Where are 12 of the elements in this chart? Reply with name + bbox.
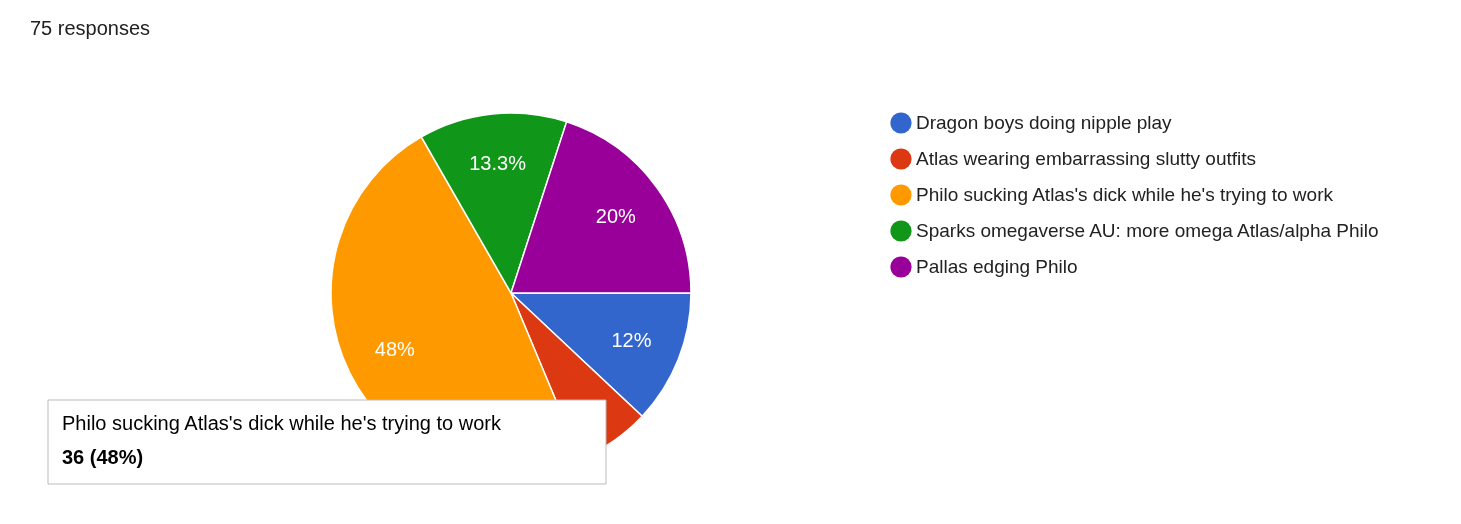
data-label: 13.3% bbox=[469, 152, 527, 175]
legend-label: Sparks omegaverse AU: more omega Atlas/alpha Philo bbox=[916, 220, 1379, 241]
data-label: 20% bbox=[595, 204, 637, 227]
legend-label: Philo sucking Atlas's dick while he's trying to work bbox=[916, 184, 1334, 205]
data-label: 12% bbox=[611, 328, 652, 351]
legend-label: Pallas edging Philo bbox=[916, 256, 1078, 277]
legend-label: Atlas wearing embarrassing slutty outfits bbox=[916, 148, 1257, 169]
text: Philo sucking Atlas's dick while he's trying to work bbox=[62, 412, 502, 434]
legend-label: Dragon boys doing nipple play bbox=[916, 112, 1173, 133]
text: 36 (48%) bbox=[62, 446, 144, 468]
data-label: 48% bbox=[374, 338, 416, 361]
text: 75 responses bbox=[30, 17, 151, 39]
